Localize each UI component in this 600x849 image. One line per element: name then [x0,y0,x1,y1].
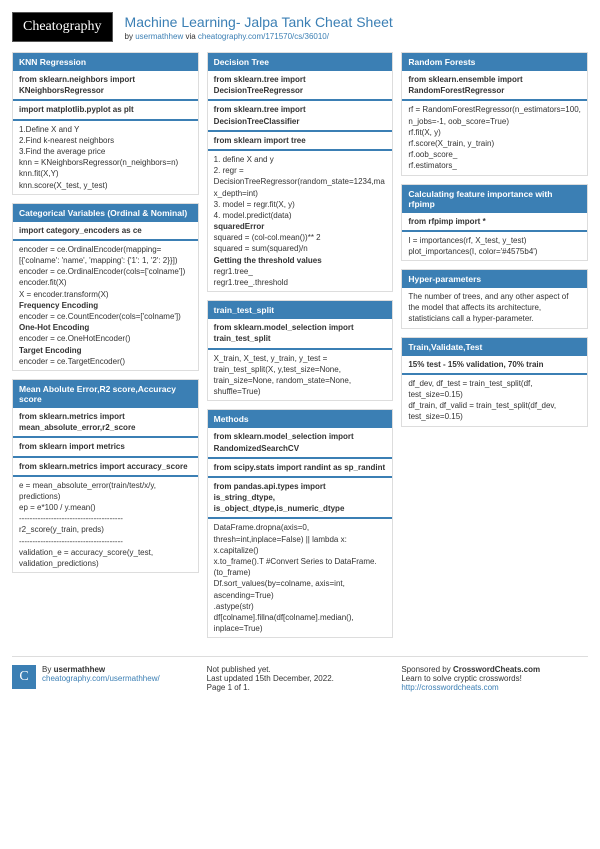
site-logo: Cheatography [12,12,113,42]
section-row: df_dev, df_test = train_test_split(df, t… [402,375,587,426]
byline: by usermathhew via cheatography.com/1715… [125,32,588,41]
section-box: Mean Abolute Error,R2 score,Accuracy sco… [12,379,199,573]
sponsor-link[interactable]: http://crosswordcheats.com [401,683,498,692]
header: Cheatography Machine Learning- Jalpa Tan… [12,12,588,42]
footer-author-link[interactable]: cheatography.com/usermathhew/ [42,674,160,683]
section-row: encoder = ce.OrdinalEncoder(mapping=[{'c… [13,241,198,370]
sponsor-text: Learn to solve cryptic crosswords! [401,674,522,683]
section-box: Calculating feature importance with rfpi… [401,184,588,262]
section-row: import matplotlib.pyplot as plt [13,101,198,120]
section-row: e = mean_absolute_error(train/test/x/y, … [13,477,198,573]
section-box: Train,Validate,Test15% test - 15% valida… [401,337,588,427]
section-header: Decision Tree [208,53,393,71]
section-box: Categorical Variables (Ordinal & Nominal… [12,203,199,371]
section-box: Decision Treefrom sklearn.tree import De… [207,52,394,292]
section-box: Methodsfrom sklearn.model_selection impo… [207,409,394,638]
page-title: Machine Learning- Jalpa Tank Cheat Sheet [125,14,588,30]
section-header: Train,Validate,Test [402,338,587,356]
footer-author: usermathhew [54,665,106,674]
section-row: from sklearn.metrics import mean_absolut… [13,408,198,438]
section-row: 15% test - 15% validation, 70% train [402,356,587,375]
section-header: Calculating feature importance with rfpi… [402,185,587,213]
section-header: Categorical Variables (Ordinal & Nominal… [13,204,198,222]
section-row: The number of trees, and any other aspec… [402,288,587,328]
section-row: from sklearn import tree [208,132,393,151]
section-row: from rfpimp import * [402,213,587,232]
section-header: Random Forests [402,53,587,71]
section-row: from scipy.stats import randint as sp_ra… [208,459,393,478]
source-link[interactable]: cheatography.com/171570/cs/36010/ [198,32,329,41]
section-header: Methods [208,410,393,428]
section-row: from sklearn.neighbors import KNeighbors… [13,71,198,101]
section-row: 1.Define X and Y 2.Find k-nearest neighb… [13,121,198,194]
section-row: from sklearn.tree import DecisionTreeReg… [208,71,393,101]
section-row: rf = RandomForestRegressor(n_estimators=… [402,101,587,174]
section-row: from sklearn.metrics import accuracy_sco… [13,458,198,477]
section-row: from sklearn.ensemble import RandomFores… [402,71,587,101]
section-box: Random Forestsfrom sklearn.ensemble impo… [401,52,588,176]
section-row: from sklearn.tree import DecisionTreeCla… [208,101,393,131]
section-header: train_test_split [208,301,393,319]
section-row: 1. define X and y2. regr = DecisionTreeR… [208,151,393,291]
author-link[interactable]: usermathhew [135,32,183,41]
section-header: Mean Abolute Error,R2 score,Accuracy sco… [13,380,198,408]
section-row: I = importances(rf, X_test, y_test) plot… [402,232,587,260]
footer-logo: C [12,665,36,689]
section-box: Hyper-parametersThe number of trees, and… [401,269,588,329]
section-row: from pandas.api.types import is_string_d… [208,478,393,520]
section-row: from sklearn.model_selection import Rand… [208,428,393,458]
section-row: DataFrame.dropna(axis=0, thresh=int,inpl… [208,519,393,637]
section-box: train_test_splitfrom sklearn.model_selec… [207,300,394,401]
sponsor-name: CrosswordCheats.com [453,665,540,674]
section-header: KNN Regression [13,53,198,71]
section-box: KNN Regressionfrom sklearn.neighbors imp… [12,52,199,195]
section-header: Hyper-parameters [402,270,587,288]
section-row: import category_encoders as ce [13,222,198,241]
section-row: from sklearn import metrics [13,438,198,457]
section-row: from sklearn.model_selection import trai… [208,319,393,349]
section-row: X_train, X_test, y_train, y_test = train… [208,350,393,401]
columns: KNN Regressionfrom sklearn.neighbors imp… [12,52,588,646]
sponsored-label: Sponsored by [401,665,450,674]
footer: C By usermathhew cheatography.com/userma… [12,656,588,692]
footer-mid: Not published yet. Last updated 15th Dec… [207,665,394,692]
by-label: By [42,665,51,674]
